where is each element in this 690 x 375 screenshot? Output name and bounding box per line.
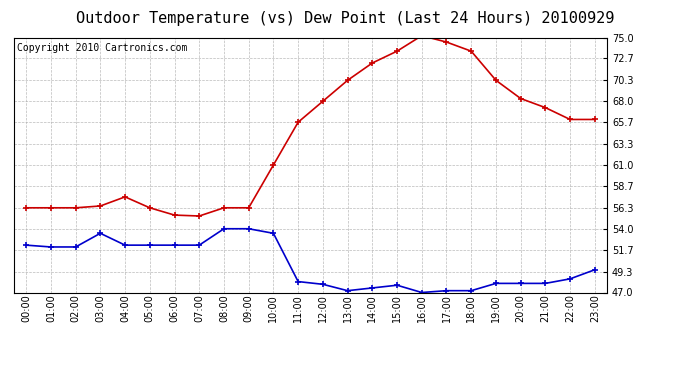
Text: Copyright 2010 Cartronics.com: Copyright 2010 Cartronics.com (17, 43, 187, 52)
Text: Outdoor Temperature (vs) Dew Point (Last 24 Hours) 20100929: Outdoor Temperature (vs) Dew Point (Last… (76, 11, 614, 26)
